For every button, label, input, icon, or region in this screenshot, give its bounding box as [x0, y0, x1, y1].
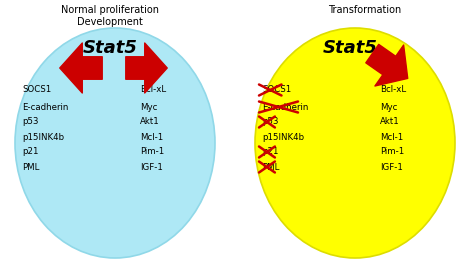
- Text: Myc: Myc: [140, 103, 157, 112]
- Text: Normal proliferation
Development: Normal proliferation Development: [61, 5, 159, 27]
- Text: SOCS1: SOCS1: [262, 85, 291, 95]
- Text: Pim-1: Pim-1: [380, 147, 404, 156]
- Text: Transformation: Transformation: [328, 5, 401, 15]
- Text: Myc: Myc: [380, 103, 397, 112]
- Text: Pim-1: Pim-1: [140, 147, 164, 156]
- Text: p53: p53: [22, 117, 38, 127]
- Text: PML: PML: [22, 163, 39, 171]
- Text: PML: PML: [262, 163, 279, 171]
- Text: E-cadherin: E-cadherin: [22, 103, 68, 112]
- Text: SOCS1: SOCS1: [22, 85, 51, 95]
- Text: E-cadherin: E-cadherin: [262, 103, 309, 112]
- Text: Bcl-xL: Bcl-xL: [380, 85, 406, 95]
- Text: IGF-1: IGF-1: [140, 163, 163, 171]
- Text: IGF-1: IGF-1: [380, 163, 403, 171]
- Ellipse shape: [255, 28, 455, 258]
- Text: p21: p21: [262, 147, 279, 156]
- Text: p53: p53: [262, 117, 279, 127]
- Text: Mcl-1: Mcl-1: [140, 132, 163, 142]
- Text: p15INK4b: p15INK4b: [22, 132, 64, 142]
- Ellipse shape: [15, 28, 215, 258]
- Text: p21: p21: [22, 147, 38, 156]
- Text: Stat5: Stat5: [323, 39, 377, 57]
- Text: p15INK4b: p15INK4b: [262, 132, 304, 142]
- Text: Mcl-1: Mcl-1: [380, 132, 403, 142]
- Text: Akt1: Akt1: [140, 117, 160, 127]
- Text: Akt1: Akt1: [380, 117, 400, 127]
- Text: Bcl-xL: Bcl-xL: [140, 85, 166, 95]
- Text: Stat5: Stat5: [82, 39, 137, 57]
